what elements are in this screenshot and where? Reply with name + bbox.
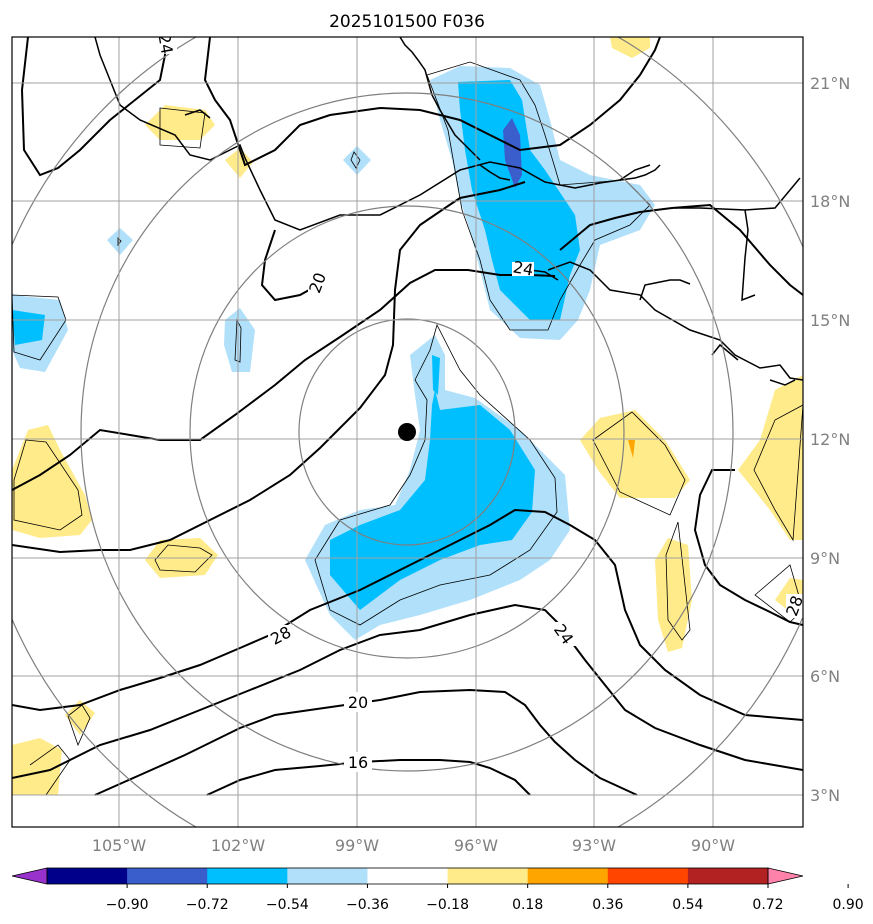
colorbar-tick-label: −0.36 [346, 897, 389, 913]
coastlines [94, 37, 803, 386]
map-area: 24 20 28 24 20 16 28 24 [12, 32, 807, 827]
contour-label-24-nw: 24 [154, 32, 176, 55]
colorbar-tick-label: 0.90 [833, 897, 864, 913]
contour-label-20-south: 20 [348, 693, 368, 712]
colorbar-segment [607, 868, 689, 884]
range-rings [12, 37, 803, 827]
lon-label: 90°W [691, 836, 735, 855]
colorbar-segment [287, 868, 368, 884]
colorbar-segment [447, 868, 529, 884]
lon-label: 96°W [454, 836, 498, 855]
colorbar-segment [207, 868, 288, 884]
colorbar-segment [127, 868, 208, 884]
contour-labels: 24 20 28 24 20 16 28 24 [154, 32, 807, 772]
map-title: 2025101500 F036 [329, 12, 485, 32]
lat-label: 21°N [810, 74, 850, 93]
colorbar-tick-label: −0.18 [426, 897, 469, 913]
contour-label-28-east: 28 [782, 593, 807, 619]
lon-label: 102°W [211, 836, 266, 855]
shading-layer [12, 37, 803, 795]
colorbar-segment [687, 868, 769, 884]
lat-label: 12°N [810, 430, 850, 449]
colorbar-tick-label: −0.54 [266, 897, 309, 913]
lat-label: 9°N [810, 549, 840, 568]
contour-label-16-south: 16 [348, 753, 368, 772]
colorbar-tick-label: 0.18 [512, 897, 543, 913]
isotherms [12, 37, 803, 796]
lon-label: 99°W [335, 836, 379, 855]
colorbar-segment [47, 868, 128, 884]
lon-label: 93°W [572, 836, 616, 855]
longitude-labels: 105°W 102°W 99°W 96°W 93°W 90°W [92, 836, 735, 855]
colorbar-tick-label: −0.90 [106, 897, 149, 913]
colorbar-tick-label: 0.72 [752, 897, 783, 913]
colorbar: −0.90 −0.72 −0.54 −0.36 −0.18 0.18 0.36 0.54 0.7… [11, 867, 864, 913]
map-frame [11, 36, 804, 828]
colorbar-extend-low [12, 868, 47, 884]
colorbar-segment [527, 868, 609, 884]
colorbar-tick-label: 0.36 [592, 897, 623, 913]
lat-label: 15°N [810, 311, 850, 330]
lat-label: 3°N [810, 786, 840, 805]
lat-label: 18°N [810, 192, 850, 211]
colorbar-segment [367, 868, 449, 884]
lat-label: 6°N [810, 667, 840, 686]
storm-center-marker [398, 423, 416, 441]
lon-label: 105°W [92, 836, 147, 855]
colorbar-tick-label: 0.54 [672, 897, 703, 913]
contour-label-24-north: 24 [512, 257, 535, 279]
thin-contours [12, 61, 803, 796]
latitude-labels: 21°N 18°N 15°N 12°N 9°N 6°N 3°N [810, 74, 850, 805]
colorbar-tick-label: −0.72 [186, 897, 229, 913]
colorbar-extend-high [768, 868, 803, 884]
